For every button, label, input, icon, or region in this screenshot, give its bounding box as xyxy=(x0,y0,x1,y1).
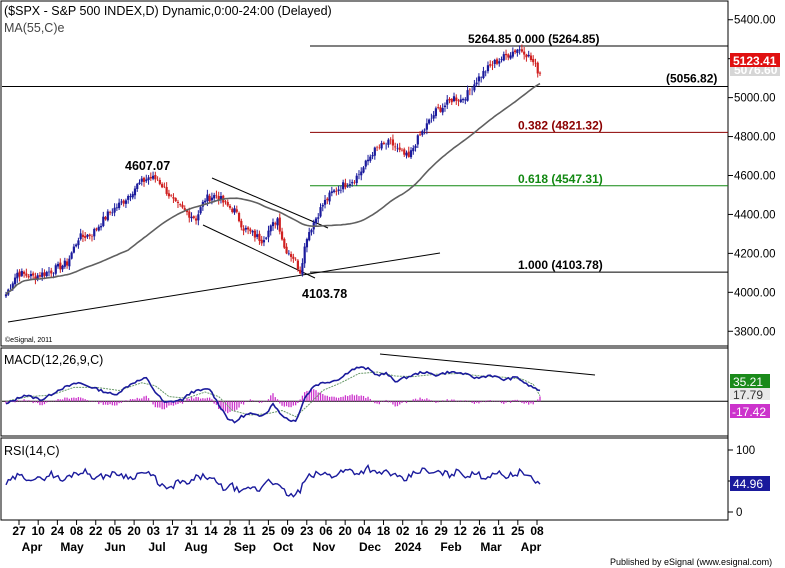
x-month-label: Dec xyxy=(359,540,381,554)
signal-value: 17.79 xyxy=(733,388,763,402)
copyright-label: ©eSignal, 2011 xyxy=(5,336,53,344)
fib-label-0.000: 5264.85 0.000 (5264.85) xyxy=(468,32,599,46)
channel-upper-line xyxy=(211,177,329,229)
chart-title: ($SPX - S&P 500 INDEX,D) Dynamic,0:00-24… xyxy=(4,4,332,18)
last-price-badge: 5123.41 xyxy=(730,53,780,68)
x-day-label: 29 xyxy=(434,524,448,538)
rsi-tick-label: 0 xyxy=(736,507,742,519)
fib-label-1.000: 1.000 (4103.78) xyxy=(518,258,603,272)
histogram-value-badge: -17.42 xyxy=(730,404,770,419)
fib-label-0.618: 0.618 (4547.31) xyxy=(518,172,603,186)
price-tick-label: 4000.00 xyxy=(734,287,776,299)
x-day-label: 25 xyxy=(262,524,276,538)
x-day-label: 11 xyxy=(492,524,505,538)
x-month-label: Jun xyxy=(104,540,125,554)
x-day-label: 26 xyxy=(473,524,487,538)
x-day-label: 04 xyxy=(358,524,372,538)
price-bars xyxy=(4,44,542,299)
x-month-label: Sep xyxy=(234,540,256,554)
x-month-label: Apr xyxy=(521,540,542,554)
x-day-label: 27 xyxy=(12,524,26,538)
x-month-label: Apr xyxy=(22,540,43,554)
ma-label: MA(55,C)e xyxy=(4,21,64,35)
x-day-label: 05 xyxy=(108,524,122,538)
x-day-label: 25 xyxy=(511,524,525,538)
swing-high-label: 4607.07 xyxy=(125,159,170,173)
price-tick-label: 3800.00 xyxy=(734,326,776,338)
x-day-label: 08 xyxy=(530,524,544,538)
x-day-label: 20 xyxy=(127,524,141,538)
rsi-line xyxy=(5,464,541,498)
x-month-label: May xyxy=(60,540,84,554)
macd-value-badge: 35.21 xyxy=(730,374,770,389)
x-day-label: 24 xyxy=(51,524,65,538)
x-day-label: 28 xyxy=(223,524,237,538)
x-day-label: 18 xyxy=(377,524,391,538)
rsi-value: 44.96 xyxy=(733,477,763,491)
swing-low-label: 4103.78 xyxy=(302,287,347,301)
x-day-label: 16 xyxy=(415,524,429,538)
rsi-panel-frame xyxy=(0,437,729,521)
x-day-label: 08 xyxy=(70,524,84,538)
x-month-label: Feb xyxy=(440,540,461,554)
x-day-label: 09 xyxy=(281,524,295,538)
price-tick-label: 5000.00 xyxy=(734,93,776,105)
x-day-label: 20 xyxy=(338,524,352,538)
support-label: (5056.82) xyxy=(666,72,717,86)
price-tick-label: 5400.00 xyxy=(734,15,776,27)
price-tick-label: 4400.00 xyxy=(734,209,776,221)
x-month-label: Nov xyxy=(313,540,336,554)
x-day-label: 14 xyxy=(204,524,218,538)
x-day-label: 23 xyxy=(300,524,314,538)
x-day-label: 10 xyxy=(32,524,46,538)
macd-value: 35.21 xyxy=(733,375,763,389)
fibonacci-levels: 5264.85 0.000 (5264.85) 0.382 (4821.32) 0.… xyxy=(2,32,728,273)
x-day-label: 12 xyxy=(454,524,468,538)
price-tick-label: 4200.00 xyxy=(734,248,776,260)
macd-label: MACD(12,26,9,C) xyxy=(4,353,103,367)
x-month-label: Aug xyxy=(184,540,207,554)
x-day-label: 22 xyxy=(89,524,103,538)
x-month-label: Oct xyxy=(273,540,293,554)
x-day-label: 03 xyxy=(147,524,161,538)
histogram-value: -17.42 xyxy=(732,405,766,419)
channel-lower-line xyxy=(202,224,316,279)
macd-trendline xyxy=(379,353,596,376)
rsi-label: RSI(14,C) xyxy=(4,444,60,458)
x-day-label: 11 xyxy=(243,524,256,538)
x-month-label: Jul xyxy=(148,540,165,554)
trendlines xyxy=(7,177,441,323)
macd-line xyxy=(5,366,541,424)
x-month-label: 2024 xyxy=(395,540,422,554)
rsi-tick-label: 100 xyxy=(736,445,755,457)
moving-average-line xyxy=(5,82,541,295)
signal-value-badge: 17.79 xyxy=(730,388,770,402)
x-day-label: 06 xyxy=(319,524,333,538)
price-panel-frame xyxy=(0,0,729,347)
x-day-label: 17 xyxy=(166,524,180,538)
x-day-label: 31 xyxy=(185,524,199,538)
x-month-label: Mar xyxy=(480,540,502,554)
x-day-label: 02 xyxy=(396,524,410,538)
fib-label-0.382: 0.382 (4821.32) xyxy=(518,118,603,132)
publisher-credit: Published by eSignal (www.esignal.com) xyxy=(610,557,772,567)
last-price-value: 5123.41 xyxy=(733,54,777,68)
price-tick-label: 4600.00 xyxy=(734,171,776,183)
x-axis: 27 10 24 08 22 05 20 03 17 31 14 28 11 25 09 23 06 20 04 18… xyxy=(12,520,544,554)
long-term-trendline xyxy=(7,252,441,323)
rsi-value-badge: 44.96 xyxy=(730,476,770,491)
price-tick-label: 4800.00 xyxy=(734,132,776,144)
